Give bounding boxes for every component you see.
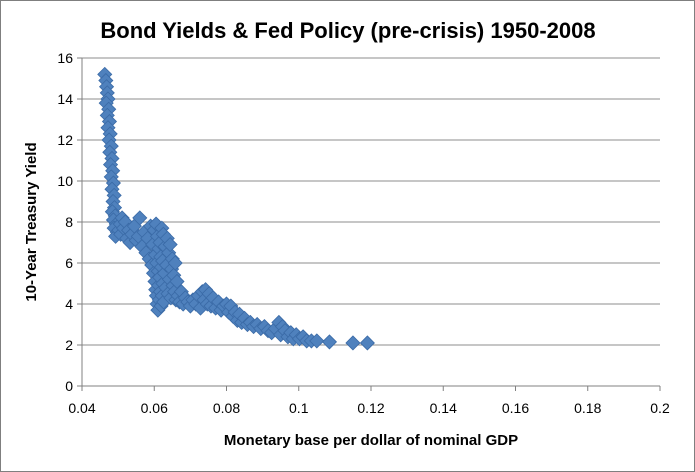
y-tick-label: 8 xyxy=(65,214,73,230)
y-tick-label: 6 xyxy=(65,255,73,271)
y-tick-label: 14 xyxy=(57,91,73,107)
data-point xyxy=(345,335,361,351)
y-axis-label: 10-Year Treasury Yield xyxy=(23,142,40,301)
y-tick-label: 10 xyxy=(57,173,73,189)
x-tick-label: 0.08 xyxy=(213,400,240,416)
data-point xyxy=(359,335,375,351)
x-tick-label: 0.04 xyxy=(68,400,95,416)
data-point xyxy=(132,210,148,226)
x-tick-label: 0.16 xyxy=(502,400,529,416)
x-tick-label: 0.18 xyxy=(574,400,601,416)
x-tick-label: 0.1 xyxy=(289,400,309,416)
y-tick-label: 2 xyxy=(65,337,73,353)
x-tick-label: 0.2 xyxy=(650,400,670,416)
chart-title: Bond Yields & Fed Policy (pre-crisis) 19… xyxy=(100,18,595,43)
data-point xyxy=(162,236,178,253)
y-tick-label: 16 xyxy=(57,50,73,66)
x-tick-label: 0.06 xyxy=(141,400,168,416)
x-axis-label: Monetary base per dollar of nominal GDP xyxy=(224,432,518,449)
y-tick-label: 0 xyxy=(65,378,73,394)
y-tick-label: 4 xyxy=(65,296,73,312)
x-axis-ticks: 0.04 0.06 0.08 0.1 0.12 0.14 0.16 0.18 0.2 xyxy=(68,386,670,416)
x-tick-label: 0.12 xyxy=(357,400,384,416)
data-point xyxy=(309,333,325,349)
y-axis-ticks: 0 2 4 6 8 10 12 14 16 xyxy=(57,50,82,394)
data-point xyxy=(167,255,183,271)
data-point xyxy=(321,334,338,350)
data-point xyxy=(169,273,185,290)
y-tick-label: 12 xyxy=(57,132,73,148)
x-tick-label: 0.14 xyxy=(430,400,457,416)
data-points xyxy=(97,66,375,351)
